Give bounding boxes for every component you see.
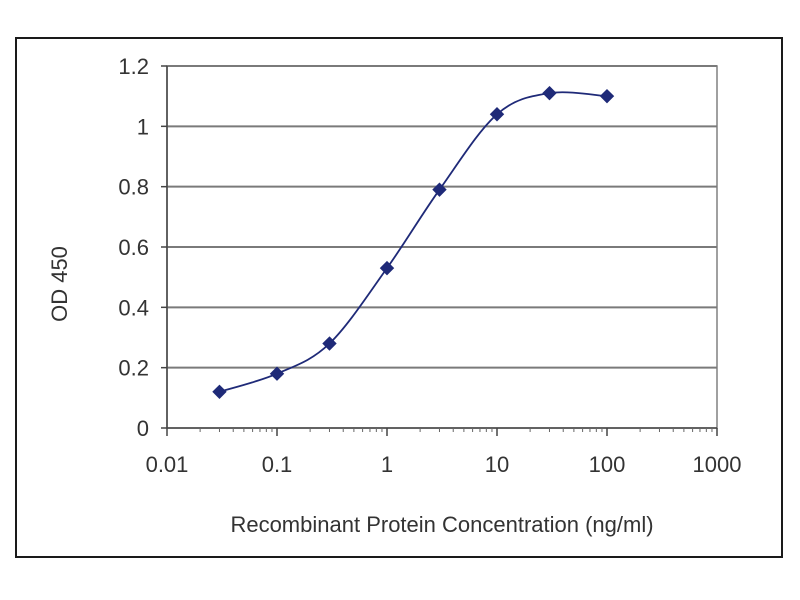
x-tick-label: 0.01: [146, 452, 189, 477]
elisa-standard-curve-chart: 0 0.2 0.4 0.6 0.8 1 1.2 0.01 0.1 1 10 100 1000 OD 4…: [47, 54, 742, 537]
gridlines: [167, 65, 717, 369]
y-axis-title: OD 450: [47, 246, 72, 322]
x-tick-labels: 0.01 0.1 1 10 100 1000: [146, 452, 742, 477]
y-tick-label: 1.2: [118, 54, 149, 79]
y-tick-label: 0.4: [118, 295, 149, 320]
x-axis-title: Recombinant Protein Concentration (ng/ml…: [230, 512, 653, 537]
data-point-marker: [379, 260, 395, 276]
data-point-marker: [432, 182, 447, 197]
axes: [161, 65, 718, 436]
x-tick-label: 1: [381, 452, 393, 477]
y-tick-labels: 0 0.2 0.4 0.6 0.8 1 1.2: [118, 54, 149, 441]
y-tick-label: 0: [137, 416, 149, 441]
data-point-marker: [599, 88, 615, 104]
series-layer: [212, 85, 615, 400]
chart-frame: 0 0.2 0.4 0.6 0.8 1 1.2 0.01 0.1 1 10 100 1000 OD 4…: [15, 37, 783, 558]
x-tick-label: 10: [485, 452, 509, 477]
y-tick-label: 0.2: [118, 356, 149, 381]
data-point-marker: [269, 366, 285, 381]
data-point-marker: [489, 107, 505, 122]
x-tick-label: 0.1: [262, 452, 293, 477]
data-point-marker: [542, 85, 557, 101]
y-tick-label: 0.6: [118, 235, 149, 260]
x-tick-label: 100: [589, 452, 626, 477]
series-line: [219, 91, 608, 393]
x-tick-label: 1000: [693, 452, 742, 477]
y-tick-label: 0.8: [118, 175, 149, 200]
data-point-marker: [212, 384, 227, 400]
y-tick-label: 1: [137, 114, 149, 139]
data-point-marker: [322, 336, 337, 351]
